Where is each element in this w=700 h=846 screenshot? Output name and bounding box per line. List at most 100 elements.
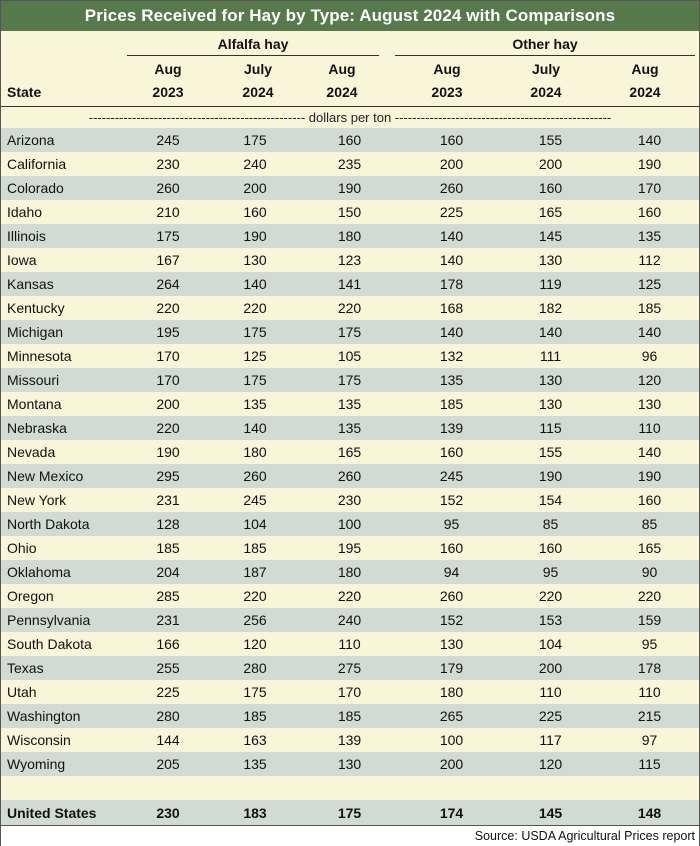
price-cell: 160 bbox=[501, 176, 600, 200]
price-cell: 220 bbox=[213, 296, 297, 320]
price-table: Arizona 245 175 160 160 155 140 California 230 24… bbox=[1, 128, 699, 825]
price-cell: 144 bbox=[123, 728, 213, 752]
price-cell: 230 bbox=[123, 152, 213, 176]
price-cell: 200 bbox=[123, 392, 213, 416]
price-cell: 154 bbox=[501, 488, 600, 512]
group-header-other: Other hay bbox=[512, 36, 578, 52]
price-cell: 260 bbox=[297, 464, 402, 488]
price-cell: 155 bbox=[501, 440, 600, 464]
price-cell: 190 bbox=[600, 152, 699, 176]
table-row: Illinois 175 190 180 140 145 135 bbox=[1, 224, 699, 248]
price-cell: 260 bbox=[123, 176, 213, 200]
price-cell: 90 bbox=[600, 560, 699, 584]
price-cell bbox=[297, 776, 402, 800]
price-cell: 132 bbox=[402, 344, 501, 368]
state-cell: Montana bbox=[1, 392, 123, 416]
price-cell: 145 bbox=[501, 224, 600, 248]
price-cell: 152 bbox=[402, 488, 501, 512]
price-cell: 200 bbox=[501, 656, 600, 680]
price-cell: 225 bbox=[123, 680, 213, 704]
price-cell: 185 bbox=[123, 536, 213, 560]
price-cell: 159 bbox=[600, 608, 699, 632]
price-cell: 275 bbox=[297, 656, 402, 680]
table-row: Wisconsin 144 163 139 100 117 97 bbox=[1, 728, 699, 752]
price-cell: 220 bbox=[600, 584, 699, 608]
price-cell: 160 bbox=[213, 200, 297, 224]
price-cell: 178 bbox=[600, 656, 699, 680]
price-cell: 245 bbox=[123, 128, 213, 152]
price-cell: 135 bbox=[297, 392, 402, 416]
price-cell bbox=[123, 776, 213, 800]
price-cell: 240 bbox=[297, 608, 402, 632]
price-cell: 155 bbox=[501, 128, 600, 152]
price-cell: 96 bbox=[600, 344, 699, 368]
price-cell: 130 bbox=[501, 392, 600, 416]
price-cell: 110 bbox=[501, 680, 600, 704]
price-cell: 152 bbox=[402, 608, 501, 632]
price-cell: 220 bbox=[297, 584, 402, 608]
table-title: Prices Received for Hay by Type: August … bbox=[1, 1, 699, 31]
price-cell: 140 bbox=[600, 440, 699, 464]
price-cell: 235 bbox=[297, 152, 402, 176]
price-cell: 130 bbox=[600, 392, 699, 416]
state-cell: Colorado bbox=[1, 176, 123, 200]
price-cell: 180 bbox=[297, 560, 402, 584]
column-header-alfalfa-july-2024: July 2024 bbox=[242, 61, 274, 100]
price-cell: 165 bbox=[600, 536, 699, 560]
price-cell: 123 bbox=[297, 248, 402, 272]
column-header-other-aug-2023: Aug 2023 bbox=[431, 61, 463, 100]
group-underline-other bbox=[395, 55, 695, 56]
state-cell: Minnesota bbox=[1, 344, 123, 368]
price-cell: 175 bbox=[213, 320, 297, 344]
price-cell: 190 bbox=[600, 464, 699, 488]
price-cell: 220 bbox=[213, 584, 297, 608]
price-cell: 111 bbox=[501, 344, 600, 368]
price-cell: 264 bbox=[123, 272, 213, 296]
column-header-other-july-2024: July 2024 bbox=[530, 61, 562, 100]
price-cell: 135 bbox=[600, 224, 699, 248]
price-cell: 100 bbox=[297, 512, 402, 536]
price-cell: 130 bbox=[501, 248, 600, 272]
price-cell: 120 bbox=[600, 368, 699, 392]
price-cell: 125 bbox=[213, 344, 297, 368]
price-cell: 135 bbox=[213, 752, 297, 776]
price-cell: 153 bbox=[501, 608, 600, 632]
table-row: Iowa 167 130 123 140 130 112 bbox=[1, 248, 699, 272]
column-header-other-aug-2024: Aug 2024 bbox=[629, 61, 661, 100]
table-row: New Mexico 295 260 260 245 190 190 bbox=[1, 464, 699, 488]
price-cell: 165 bbox=[297, 440, 402, 464]
table-row: Colorado 260 200 190 260 160 170 bbox=[1, 176, 699, 200]
state-cell: Kentucky bbox=[1, 296, 123, 320]
table-row: North Dakota 128 104 100 95 85 85 bbox=[1, 512, 699, 536]
price-cell: 190 bbox=[501, 464, 600, 488]
table-row: Oklahoma 204 187 180 94 95 90 bbox=[1, 560, 699, 584]
price-cell: 195 bbox=[297, 536, 402, 560]
price-cell: 245 bbox=[402, 464, 501, 488]
price-cell: 135 bbox=[297, 416, 402, 440]
table-row: Kentucky 220 220 220 168 182 185 bbox=[1, 296, 699, 320]
price-cell: 200 bbox=[402, 152, 501, 176]
price-cell: 190 bbox=[213, 224, 297, 248]
price-cell: 110 bbox=[600, 416, 699, 440]
price-cell: 231 bbox=[123, 608, 213, 632]
table-row: New York 231 245 230 152 154 160 bbox=[1, 488, 699, 512]
price-cell: 220 bbox=[501, 584, 600, 608]
state-cell: Iowa bbox=[1, 248, 123, 272]
price-cell: 230 bbox=[123, 800, 213, 825]
table-row: Minnesota 170 125 105 132 111 96 bbox=[1, 344, 699, 368]
price-cell: 163 bbox=[213, 728, 297, 752]
units-label: ----------------------------------------… bbox=[1, 107, 699, 128]
state-cell: Missouri bbox=[1, 368, 123, 392]
price-cell: 170 bbox=[123, 344, 213, 368]
price-cell: 280 bbox=[213, 656, 297, 680]
table-row: Missouri 170 175 175 135 130 120 bbox=[1, 368, 699, 392]
price-cell: 110 bbox=[297, 632, 402, 656]
price-cell: 185 bbox=[213, 704, 297, 728]
price-cell: 130 bbox=[402, 632, 501, 656]
price-cell: 175 bbox=[123, 224, 213, 248]
price-cell: 104 bbox=[501, 632, 600, 656]
price-cell: 225 bbox=[501, 704, 600, 728]
state-cell: Arizona bbox=[1, 128, 123, 152]
price-cell: 160 bbox=[600, 488, 699, 512]
price-cell: 160 bbox=[402, 440, 501, 464]
